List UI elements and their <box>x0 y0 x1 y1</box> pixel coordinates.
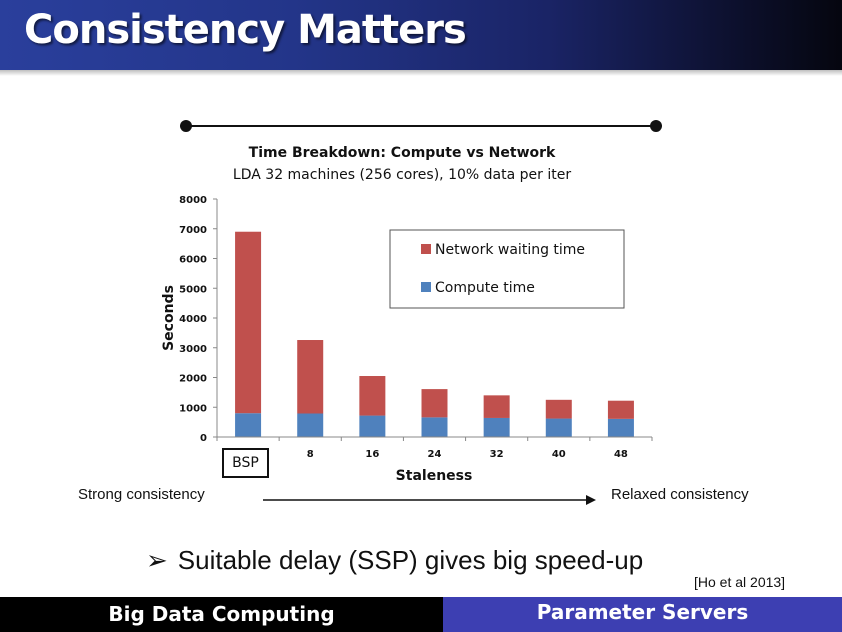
bar-network-waiting-time <box>235 231 262 414</box>
x-tick-label: 16 <box>365 449 379 460</box>
x-tick-label: 8 <box>307 449 314 460</box>
title-bar-shadow <box>0 70 842 76</box>
y-tick-label: 8000 <box>179 195 207 206</box>
bar-network-waiting-time <box>607 400 634 419</box>
x-tick-label: 48 <box>614 449 628 460</box>
citation: [Ho et al 2013] <box>694 574 786 590</box>
y-tick-label: 3000 <box>179 344 207 355</box>
chart-subtitle: LDA 32 machines (256 cores), 10% data pe… <box>233 167 571 183</box>
y-axis-ticks: 0 1000 2000 3000 4000 5000 6000 7000 8000 <box>179 195 217 444</box>
y-tick-label: 6000 <box>179 255 207 266</box>
bar-compute-time <box>359 415 386 437</box>
bullet-arrow-icon: ➢ <box>146 545 168 575</box>
relaxed-consistency-label: Relaxed consistency <box>611 486 749 503</box>
bullet-text: Suitable delay (SSP) gives big speed-up <box>177 545 644 575</box>
consistency-arrow-head <box>586 495 596 505</box>
chart-title: Time Breakdown: Compute vs Network <box>249 145 556 161</box>
bar-compute-time <box>545 418 572 437</box>
legend-label-compute: Compute time <box>435 280 535 296</box>
bar-compute-time <box>297 413 324 437</box>
timeline-dot-right <box>650 120 662 132</box>
bar-network-waiting-time <box>359 376 386 416</box>
y-tick-label: 1000 <box>179 403 207 414</box>
bar-compute-time <box>483 417 510 437</box>
y-axis-label: Seconds <box>161 285 177 351</box>
y-tick-label: 0 <box>200 433 207 444</box>
x-tick-label: 40 <box>552 449 566 460</box>
title-bar <box>0 0 842 70</box>
bar-compute-time <box>421 417 448 437</box>
bars <box>235 231 634 437</box>
y-tick-label: 2000 <box>179 374 207 385</box>
bsp-highlight-box: BSP <box>222 448 269 478</box>
bullet-point: ➢ Suitable delay (SSP) gives big speed-up <box>146 545 643 576</box>
x-axis-ticks: 8 16 24 32 40 48 <box>216 437 653 460</box>
bar-network-waiting-time <box>297 340 324 414</box>
legend-label-network: Network waiting time <box>435 242 585 258</box>
x-axis-label: Staleness <box>396 468 473 484</box>
timeline-dot-left <box>180 120 192 132</box>
x-tick-label: 32 <box>490 449 504 460</box>
x-tick-label: 24 <box>428 449 442 460</box>
footer-topic-title: Parameter Servers <box>443 597 842 632</box>
y-tick-label: 5000 <box>179 284 207 295</box>
legend-swatch-network <box>421 244 431 254</box>
strong-consistency-label: Strong consistency <box>78 486 205 503</box>
bar-network-waiting-time <box>545 399 572 419</box>
legend-box <box>389 229 625 309</box>
bar-compute-time <box>235 413 262 437</box>
bar-compute-time <box>607 418 634 437</box>
legend: Network waiting time Compute time <box>389 229 625 309</box>
axes <box>216 199 652 438</box>
footer-course-title: Big Data Computing <box>0 597 443 632</box>
legend-swatch-compute <box>421 282 431 292</box>
y-tick-label: 4000 <box>179 314 207 325</box>
bar-network-waiting-time <box>483 395 510 418</box>
slide-title: Consistency Matters <box>24 7 467 53</box>
y-tick-label: 7000 <box>179 225 207 236</box>
bar-network-waiting-time <box>421 389 448 418</box>
